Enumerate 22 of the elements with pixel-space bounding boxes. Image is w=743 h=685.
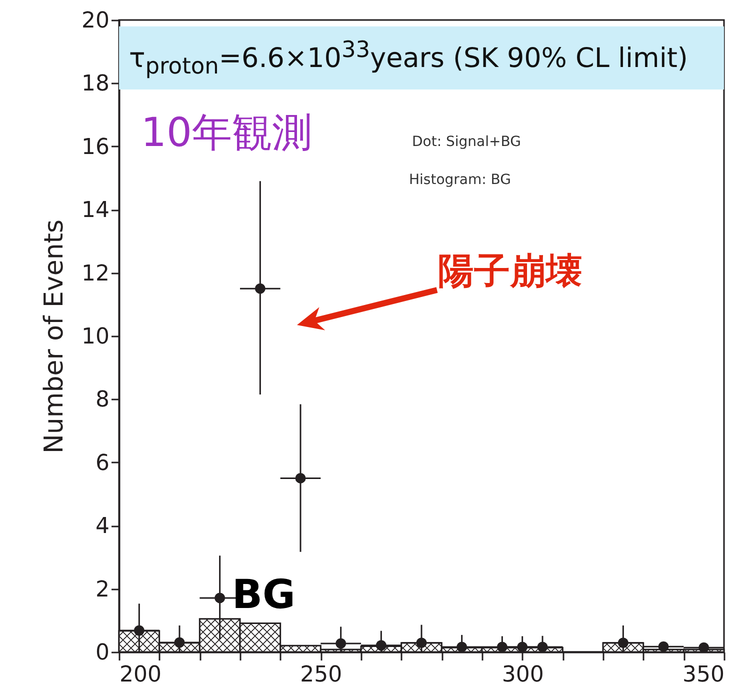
annotation: 陽子崩壊	[438, 250, 582, 294]
y-tick-label: 14	[82, 198, 110, 224]
x-tick-label: 200	[120, 662, 162, 685]
x-tick-label: 350	[682, 662, 724, 685]
y-tick-label: 20	[82, 8, 110, 34]
annotation: 10年観測	[141, 109, 312, 158]
annotation: Dot: Signal+BG	[412, 134, 521, 150]
annotation: Histogram: BG	[409, 172, 511, 188]
y-tick-label: 4	[96, 514, 110, 540]
y-axis-title: Number of Events	[40, 219, 70, 454]
y-tick-label: 6	[96, 450, 110, 476]
y-tick-label: 10	[82, 324, 110, 350]
x-tick-label: 250	[300, 662, 342, 685]
y-tick-label: 12	[82, 261, 110, 286]
y-tick-label: 0	[96, 640, 110, 666]
y-tick-label: 8	[96, 388, 110, 413]
y-tick-label: 2	[96, 577, 110, 602]
y-tick-label: 18	[82, 72, 110, 97]
annotation: BG	[232, 572, 296, 618]
x-tick-label: 300	[502, 662, 544, 685]
band-label: τ$_{proton}$=6.6×10$^{33}$years (SK 90% CL limit)	[129, 36, 688, 80]
y-tick-label: 16	[82, 134, 110, 160]
